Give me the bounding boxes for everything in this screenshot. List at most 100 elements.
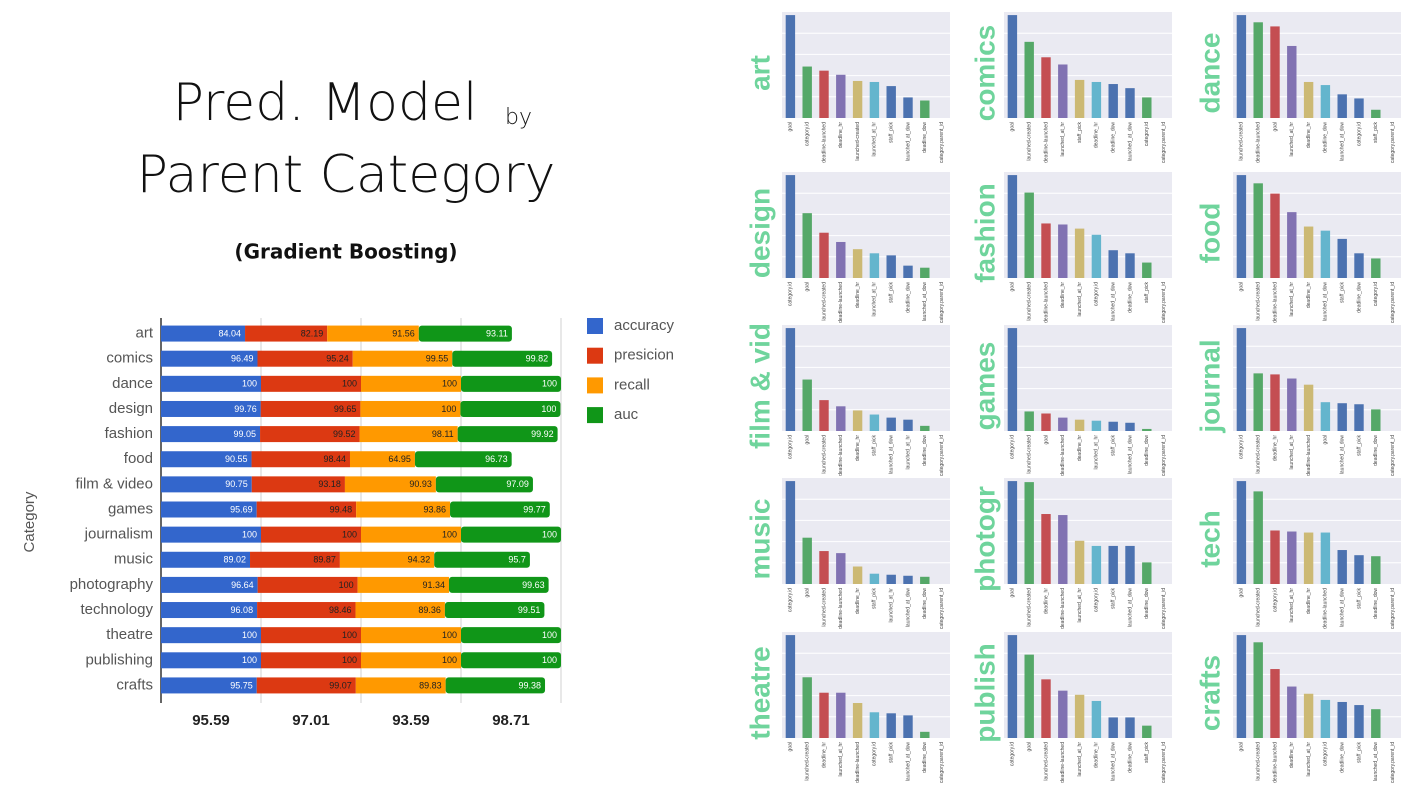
value-label: 100 bbox=[242, 630, 257, 640]
value-label: 96.64 bbox=[231, 580, 254, 590]
value-label: 99.55 bbox=[426, 354, 449, 364]
feature-label: deadline_hr bbox=[1306, 122, 1312, 148]
category-label: photography bbox=[70, 576, 154, 593]
bar bbox=[802, 537, 812, 584]
bar bbox=[886, 417, 896, 431]
bar bbox=[1303, 81, 1314, 118]
feature-label: deadline-launched bbox=[1256, 122, 1262, 163]
feature-label: goal bbox=[1239, 282, 1245, 291]
bar bbox=[1142, 562, 1152, 584]
feature-label: launched-created bbox=[1027, 282, 1033, 321]
bar bbox=[886, 86, 896, 118]
bar bbox=[836, 553, 846, 584]
feature-label: launched_at_dow bbox=[922, 282, 928, 322]
bar-segment bbox=[245, 325, 328, 342]
bar bbox=[1287, 212, 1297, 278]
feature-label: staff_pick bbox=[889, 122, 895, 144]
feature-label: deadline_dow bbox=[905, 282, 911, 313]
feature-label: launched_at_dow bbox=[1111, 742, 1117, 782]
feature-label: goal bbox=[1272, 122, 1278, 131]
bar-segment bbox=[261, 526, 361, 543]
bar-segment bbox=[161, 400, 261, 417]
feature-label: deadline_dow bbox=[922, 435, 928, 466]
value-label: 91.34 bbox=[422, 580, 445, 590]
category-label: comics bbox=[106, 350, 153, 367]
bar-segment bbox=[161, 627, 261, 644]
feature-label: deadline_hr bbox=[855, 435, 861, 461]
bar bbox=[1371, 109, 1381, 118]
value-label: 95.24 bbox=[326, 354, 349, 364]
feature-label: goal bbox=[1010, 282, 1016, 291]
feature-label: staff_pick bbox=[889, 282, 895, 304]
bar bbox=[1354, 404, 1364, 431]
feature-label: category.parent_id bbox=[1161, 742, 1167, 783]
subtitle: (Gradient Boosting) bbox=[234, 240, 457, 264]
feature-label: deadline_dow bbox=[1127, 282, 1133, 313]
bar-segment bbox=[161, 576, 258, 593]
bar bbox=[802, 213, 812, 278]
feature-label: category.parent_id bbox=[939, 122, 945, 163]
feature-label: deadline_dow bbox=[1356, 282, 1362, 313]
bar bbox=[1058, 690, 1068, 738]
feature-label: deadline_dow bbox=[922, 742, 928, 773]
bar bbox=[869, 81, 880, 118]
value-label: 89.02 bbox=[223, 555, 246, 565]
feature-label: launched-created bbox=[1027, 435, 1033, 474]
bar bbox=[1253, 491, 1263, 584]
bar-segment bbox=[361, 652, 461, 669]
feature-label: staff_pick bbox=[889, 742, 895, 764]
feature-label: category.parent_id bbox=[1161, 122, 1167, 163]
bar bbox=[1125, 88, 1135, 118]
bar bbox=[1074, 694, 1085, 738]
feature-label: launched-created bbox=[1256, 588, 1262, 627]
legend-swatch bbox=[587, 347, 603, 364]
bar bbox=[1287, 686, 1297, 738]
bar bbox=[920, 576, 930, 584]
feature-label: deadline_dow bbox=[1340, 742, 1346, 773]
feature-label: launched-created bbox=[1027, 122, 1033, 161]
bar-segment bbox=[261, 652, 361, 669]
bar bbox=[1236, 635, 1247, 738]
feature-label: category.id bbox=[1323, 742, 1329, 766]
feature-label: goal bbox=[1239, 742, 1245, 751]
bar-segment bbox=[161, 375, 261, 392]
value-label: 99.65 bbox=[334, 404, 357, 414]
feature-label: launched_at_dow bbox=[1340, 122, 1346, 162]
bar bbox=[1058, 64, 1068, 118]
feature-label: deadline_dow bbox=[1127, 742, 1133, 773]
feature-label: goal bbox=[1027, 742, 1033, 751]
feature-label: launched_at_dow bbox=[1127, 122, 1133, 162]
bar bbox=[1091, 234, 1102, 278]
feature-label: deadline_dow bbox=[1144, 588, 1150, 619]
feature-label: category.id bbox=[1094, 588, 1100, 612]
feature-label: staff_pick bbox=[1356, 742, 1362, 764]
bar bbox=[869, 573, 880, 584]
bar-segment bbox=[461, 652, 561, 669]
bar-segment bbox=[359, 426, 458, 443]
bar bbox=[1371, 709, 1381, 738]
feature-label: category.parent_id bbox=[939, 588, 945, 629]
value-label: 100 bbox=[342, 530, 357, 540]
bar bbox=[1074, 79, 1085, 118]
category-label: theatre bbox=[106, 626, 153, 643]
bar-segment bbox=[461, 375, 561, 392]
feature-label: category.id bbox=[788, 282, 794, 306]
feature-label: deadline_hr bbox=[1077, 435, 1083, 461]
bar bbox=[1320, 402, 1331, 431]
feature-label: deadline_hr bbox=[1306, 588, 1312, 614]
feature-label: launched_at_hr bbox=[905, 435, 911, 470]
value-label: 100 bbox=[442, 379, 457, 389]
feature-label: category.parent_id bbox=[939, 742, 945, 783]
value-label: 100 bbox=[542, 630, 557, 640]
bar bbox=[1371, 258, 1381, 278]
small-chart-title: comics bbox=[969, 25, 1000, 122]
legend-swatch bbox=[587, 377, 603, 394]
feature-label: launched-created bbox=[821, 588, 827, 627]
bar-segment bbox=[161, 551, 251, 568]
feature-label: staff_pick bbox=[872, 435, 878, 457]
bar bbox=[1024, 654, 1034, 738]
feature-label: category.id bbox=[1094, 282, 1100, 306]
feature-label: category.parent_id bbox=[1161, 588, 1167, 629]
bar-segment bbox=[161, 451, 252, 468]
bar bbox=[785, 481, 796, 584]
